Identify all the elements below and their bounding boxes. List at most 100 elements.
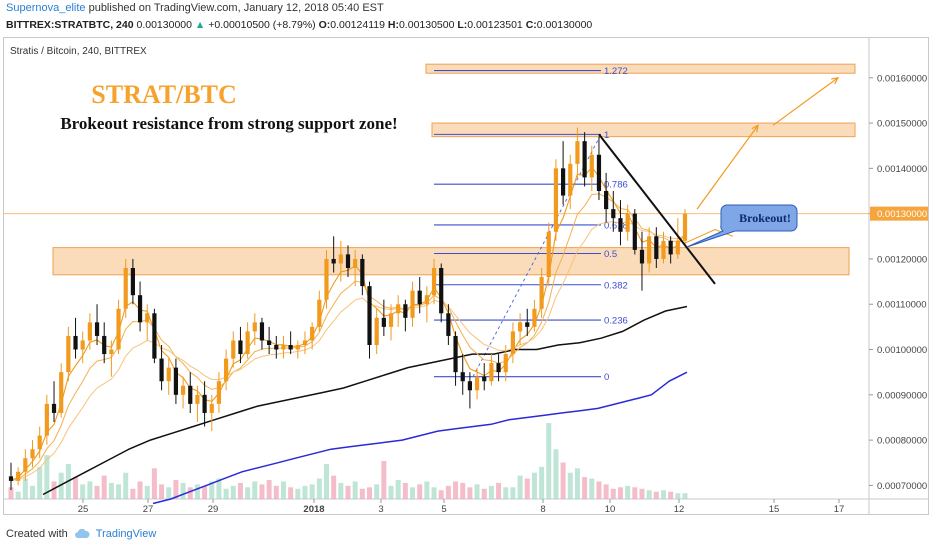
chart-title: STRAT/BTC (91, 80, 236, 109)
fib-level-label: 0.236 (604, 316, 628, 327)
volume-bar (567, 472, 573, 499)
volume-bar (108, 482, 114, 499)
candle-body (553, 168, 559, 232)
volume-bar (381, 461, 387, 499)
volume-bar (388, 485, 394, 499)
close-value: 0.00130000 (536, 19, 593, 31)
publish-text: published on TradingView.com, January 12… (88, 2, 384, 14)
fib-level-label: 0 (604, 372, 609, 383)
close-label: C: (525, 19, 537, 31)
candle-body (288, 345, 293, 350)
volume-bar (653, 491, 659, 499)
candle-body (8, 476, 14, 481)
volume-bar (252, 481, 258, 499)
volume-bar (460, 482, 466, 499)
price-chart[interactable]: 0.00160000 0.00150000 0.00140000 0.00120000… (3, 37, 929, 515)
downtrend-line (598, 133, 716, 285)
volume-bar (266, 480, 272, 499)
volume-bar (481, 488, 487, 499)
candle-body (682, 213, 688, 241)
candle-body (568, 163, 573, 196)
candle-body (180, 385, 186, 395)
volume-bar (496, 482, 502, 499)
candle-body (431, 268, 437, 296)
candle-body (596, 154, 602, 191)
candle-body (618, 218, 623, 232)
volume-bar (87, 481, 93, 499)
y-tick-label: 0.00070000 (877, 481, 927, 492)
candle-body (274, 345, 279, 350)
projection-arrow-1-head (751, 124, 759, 133)
volume-bar (331, 475, 337, 499)
ema-line (10, 193, 686, 482)
x-tick-label: 2018 (303, 504, 324, 515)
candle-body (374, 317, 379, 345)
volume-bar (73, 477, 79, 499)
candle-body (575, 141, 580, 164)
y-tick-label: 0.00110000 (877, 300, 927, 311)
candle-body (338, 254, 343, 264)
candle-body (259, 322, 265, 341)
volume-bar (374, 484, 380, 499)
candle-body (611, 209, 616, 219)
footer: Created with TradingView (6, 528, 156, 540)
volume-bar (395, 480, 401, 499)
candle-body (216, 381, 222, 404)
volume-bar (309, 484, 315, 499)
tradingview-link[interactable]: TradingView (95, 528, 157, 540)
candle-body (137, 295, 143, 323)
volume-bar (524, 478, 530, 499)
candle-body (166, 367, 171, 382)
candle-body (661, 240, 666, 259)
candle-body (532, 308, 537, 327)
candle-body (345, 254, 351, 268)
volume-bar (80, 484, 86, 499)
y-tick-label: 0.00150000 (877, 119, 927, 130)
y-tick-label: 0.00090000 (877, 390, 927, 401)
volume-bar (639, 488, 645, 499)
candle-body (295, 345, 300, 350)
volume-bar (37, 466, 43, 499)
ma-blue-line (152, 371, 688, 505)
x-tick-label: 5 (441, 504, 446, 515)
candle-body (546, 231, 551, 278)
candle-body (388, 313, 394, 327)
candle-body (30, 449, 35, 459)
high-value: 0.00130500 (398, 19, 455, 31)
last-price-tag (870, 206, 928, 221)
open-label: O: (318, 19, 331, 31)
candle-body (539, 277, 544, 309)
volume-bar (431, 487, 437, 499)
candle-body (625, 213, 630, 232)
volume-bar (646, 490, 652, 499)
candle-body (668, 240, 673, 255)
volume-bar (116, 484, 122, 499)
x-tick-label: 8 (540, 504, 545, 515)
candle-body (446, 313, 451, 336)
candle-body (589, 154, 594, 178)
volume-bar (453, 481, 459, 499)
support-zone (52, 247, 850, 276)
tradingview-cloud-icon (74, 529, 90, 538)
volume-bar (237, 482, 243, 499)
high-label: H: (387, 19, 399, 31)
change-value: +0.00010500 (+8.79%) (208, 19, 316, 31)
candle-body (639, 249, 645, 264)
y-tick-label: 0.00160000 (877, 73, 927, 84)
volume-bar (596, 481, 602, 499)
y-tick-label: 0.00140000 (877, 164, 927, 175)
candle-body (582, 141, 587, 178)
candle-body (252, 322, 257, 332)
candle-body (632, 213, 637, 250)
candle-body (467, 381, 472, 391)
chart-subtitle: Brokeout resistance from strong support … (60, 114, 397, 133)
candle-body (654, 236, 659, 259)
candle-body (353, 258, 358, 268)
candle-body (482, 376, 487, 382)
x-tick-label: 17 (834, 504, 845, 515)
author-link[interactable]: Supernova_elite (6, 2, 86, 14)
candle-body (360, 258, 365, 287)
x-tick-label: 3 (378, 504, 383, 515)
ema-line (10, 166, 686, 482)
candle-body (145, 313, 150, 323)
